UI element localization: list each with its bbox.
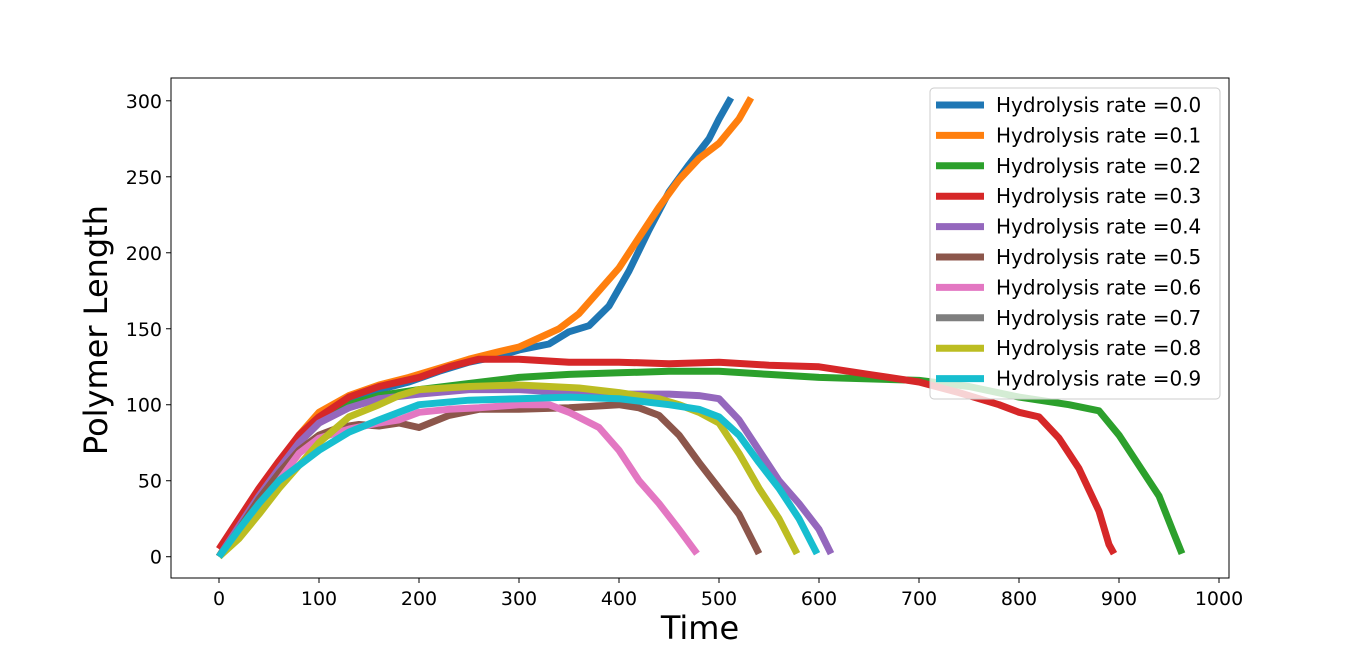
x-tick-label: 900 xyxy=(1101,588,1137,610)
x-tick-label: 300 xyxy=(501,588,537,610)
x-axis-title: Time xyxy=(660,609,739,647)
x-tick-label: 200 xyxy=(401,588,437,610)
legend-label-1: Hydrolysis rate =0.1 xyxy=(996,123,1201,147)
legend-label-5: Hydrolysis rate =0.5 xyxy=(996,245,1201,269)
legend-box xyxy=(929,87,1221,400)
x-axis: 0 100 200 300 400 500 600 700 800 900 1000 xyxy=(213,578,1243,610)
y-tick-label: 300 xyxy=(126,91,162,113)
x-tick-label: 600 xyxy=(801,588,837,610)
y-tick-label: 0 xyxy=(150,547,162,569)
y-tick-label: 100 xyxy=(126,395,162,417)
x-tick-label: 800 xyxy=(1001,588,1037,610)
legend-label-8: Hydrolysis rate =0.8 xyxy=(996,336,1201,360)
legend-label-2: Hydrolysis rate =0.2 xyxy=(996,154,1201,178)
series-line-6 xyxy=(216,401,700,560)
series-line-0 xyxy=(216,96,735,559)
x-tick-label: 500 xyxy=(701,588,737,610)
legend-label-0: Hydrolysis rate =0.0 xyxy=(996,93,1201,117)
series-lines xyxy=(215,96,1186,560)
legend: Hydrolysis rate =0.0 Hydrolysis rate =0.1… xyxy=(929,87,1221,400)
y-tick-label: 50 xyxy=(138,471,162,493)
y-axis: 0 50 100 150 200 250 300 xyxy=(126,91,171,569)
x-tick-label: 100 xyxy=(301,588,337,610)
y-tick-label: 250 xyxy=(126,167,162,189)
y-tick-label: 150 xyxy=(126,319,162,341)
legend-label-6: Hydrolysis rate =0.6 xyxy=(996,275,1201,299)
y-tick-label: 200 xyxy=(126,243,162,265)
x-tick-label: 400 xyxy=(601,588,637,610)
plot-frame xyxy=(170,77,1230,579)
legend-label-3: Hydrolysis rate =0.3 xyxy=(996,184,1201,208)
y-axis-title: Polymer Length xyxy=(77,205,115,455)
series-line-9 xyxy=(216,393,821,559)
x-tick-label: 0 xyxy=(213,588,225,610)
x-tick-label: 1000 xyxy=(1195,588,1243,610)
series-line-4 xyxy=(216,386,835,559)
series-line-1 xyxy=(215,96,755,559)
legend-label-4: Hydrolysis rate =0.4 xyxy=(996,215,1201,239)
legend-label-9: Hydrolysis rate =0.9 xyxy=(996,367,1201,391)
legend-label-7: Hydrolysis rate =0.7 xyxy=(996,306,1201,330)
series-line-3 xyxy=(216,355,1118,556)
x-tick-label: 700 xyxy=(901,588,937,610)
